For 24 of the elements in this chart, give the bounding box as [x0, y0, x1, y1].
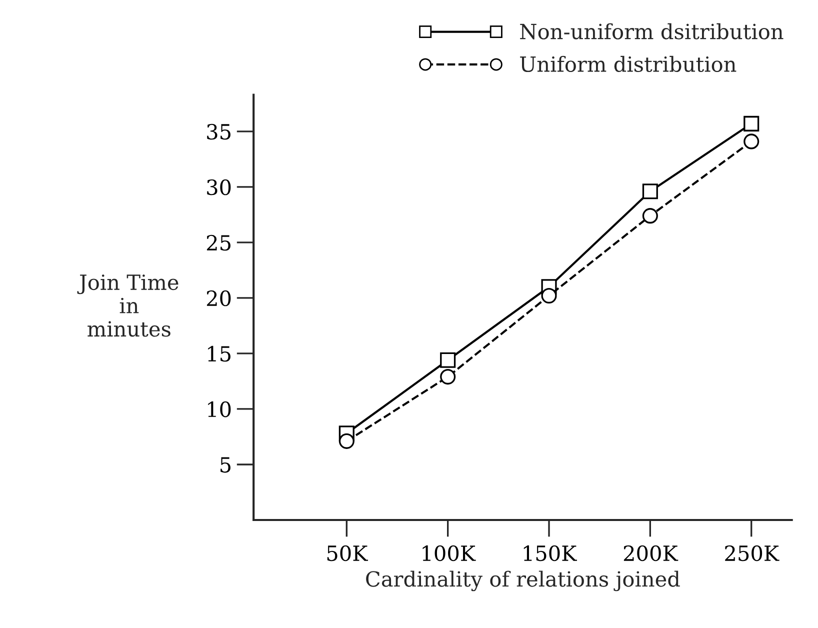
point — [642, 208, 658, 224]
y-tick-label: 35 — [207, 124, 230, 140]
y-tick-label: 10 — [208, 401, 231, 418]
y-axis-title: Join Time in minutes — [77, 274, 178, 337]
y-tick-label: 15 — [208, 346, 230, 362]
y-tick-label: 20 — [206, 290, 231, 306]
x-tick-label: 250K — [725, 545, 780, 562]
x-tick-label: 50K — [327, 545, 368, 562]
point — [744, 116, 760, 132]
legend-label: Uniform distribution — [520, 56, 736, 72]
point — [642, 184, 658, 200]
y-tick-label: 25 — [206, 234, 230, 251]
x-tick-label: 200K — [624, 545, 678, 562]
y-tick-label: 30 — [207, 179, 231, 196]
point — [744, 134, 760, 150]
point — [541, 288, 557, 304]
point — [338, 433, 354, 449]
legend-label: Non-uniform dsitribution — [520, 23, 784, 40]
y-tick-label: 5 — [220, 457, 230, 473]
point — [440, 369, 456, 385]
x-tick-label: 150K — [524, 545, 577, 562]
x-axis-title: Cardinality of relations joined — [366, 570, 680, 592]
point — [440, 352, 456, 368]
x-tick-label: 100K — [422, 545, 476, 562]
